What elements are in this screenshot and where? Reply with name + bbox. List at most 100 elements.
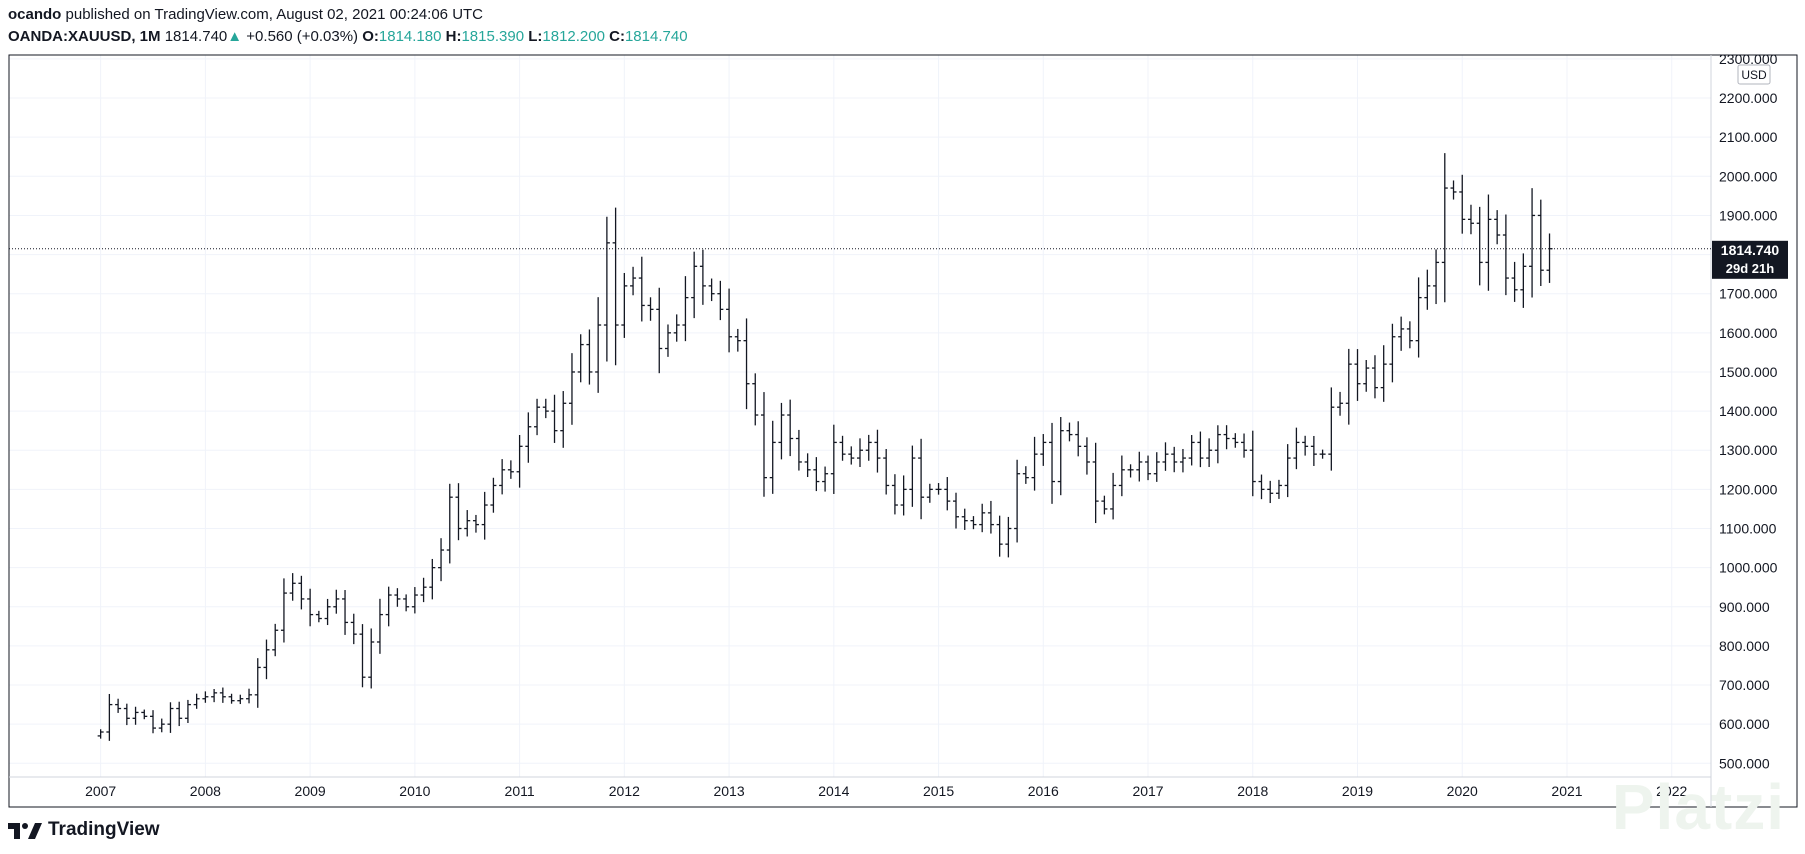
- ohlc-bar: [499, 459, 506, 495]
- ohlc-bar: [1267, 480, 1274, 504]
- ohlc-bar: [455, 483, 462, 541]
- ohlc-bar: [822, 466, 829, 492]
- ohlc-bar: [1031, 436, 1038, 491]
- ohlc-bar: [97, 729, 104, 739]
- ohlc-bar: [420, 577, 427, 603]
- symbol-label: OANDA:XAUUSD, 1M: [8, 28, 161, 45]
- ohlc-bars: [97, 153, 1553, 741]
- ohlc-bar: [883, 449, 890, 495]
- ohlc-bar: [1049, 422, 1056, 504]
- ohlc-bar: [1520, 253, 1527, 308]
- time-axis[interactable]: 2007 2008 2009 2010 2011 2012 2013 2014 2015 2016…: [85, 783, 1687, 799]
- ohlc-bar: [1258, 474, 1265, 500]
- ohlc-bar: [857, 438, 863, 467]
- ohlc-bar: [1424, 269, 1431, 310]
- ohlc-bar: [123, 703, 130, 726]
- ohlc-bar: [307, 588, 314, 627]
- low-value: 1812.200: [542, 28, 605, 45]
- ohlc-bar: [1450, 180, 1457, 200]
- x-tick-label: 2012: [609, 783, 640, 799]
- ohlc-bar: [1502, 214, 1509, 296]
- x-tick-label: 2014: [818, 783, 849, 799]
- ohlc-bar: [438, 538, 445, 582]
- ohlc-bar: [359, 624, 366, 688]
- ohlc-bar: [1485, 194, 1492, 291]
- y-tick-label: 800.000: [1719, 638, 1770, 654]
- ohlc-bar: [717, 280, 724, 321]
- ohlc-bar: [577, 334, 584, 383]
- ohlc-bar: [595, 297, 602, 393]
- x-tick-label: 2010: [399, 783, 430, 799]
- ohlc-bar: [970, 516, 977, 530]
- ohlc-bar: [1241, 433, 1248, 458]
- ohlc-bar: [769, 420, 776, 494]
- ohlc-bar: [760, 392, 767, 497]
- last-price-tag: 1814.740 29d 21h: [1712, 240, 1788, 279]
- y-tick-label: 700.000: [1719, 677, 1770, 693]
- tradingview-logo-icon: [8, 823, 42, 839]
- y-tick-label: 500.000: [1719, 755, 1770, 771]
- x-tick-label: 2015: [923, 783, 954, 799]
- ohlc-bar: [891, 474, 898, 515]
- ohlc-bar: [1145, 455, 1152, 481]
- ohlc-bar: [1127, 464, 1134, 478]
- ohlc-bar: [324, 598, 331, 626]
- ohlc-bar: [1110, 472, 1117, 520]
- ohlc-bar: [874, 429, 881, 473]
- ohlc-bar: [1249, 430, 1256, 497]
- ohlc-bar: [158, 718, 165, 733]
- change-text: +0.560 (+0.03%): [246, 28, 359, 45]
- y-tick-label: 1600.000: [1719, 325, 1778, 341]
- ohlc-bar: [1529, 188, 1536, 298]
- ohlc-bar: [1092, 442, 1099, 524]
- tradingview-logo[interactable]: TradingView: [8, 819, 160, 841]
- ohlc-bar: [1293, 427, 1300, 470]
- ohlc-bar: [298, 575, 305, 610]
- ohlc-bar: [621, 272, 628, 338]
- ohlc-bar: [394, 588, 401, 607]
- ohlc-bar: [1354, 349, 1361, 401]
- ohlc-bar: [1232, 433, 1239, 448]
- price-axis[interactable]: 500.000 600.000 700.000 800.000 900.000 1000.…: [1719, 51, 1778, 771]
- ohlc-bar: [289, 573, 296, 601]
- ohlc-bar: [1066, 422, 1073, 442]
- x-tick-label: 2017: [1132, 783, 1163, 799]
- author-name: ocando: [8, 6, 62, 23]
- ohlc-bar: [1406, 321, 1413, 349]
- ohlc-bar: [1494, 210, 1501, 245]
- ohlc-bar: [1206, 438, 1213, 467]
- ohlc-bar: [1005, 516, 1012, 558]
- ohlc-bar: [446, 483, 453, 564]
- ohlc-bar: [682, 276, 689, 342]
- ohlc-bar: [1188, 435, 1195, 466]
- high-value: 1815.390: [461, 28, 525, 45]
- ohlc-bar: [638, 256, 645, 322]
- x-tick-label: 2009: [295, 783, 326, 799]
- y-tick-label: 2300.000: [1719, 51, 1778, 67]
- ohlc-bar: [542, 398, 549, 419]
- ohlc-bar: [979, 503, 986, 533]
- ohlc-bar: [350, 613, 357, 645]
- ohlc-bar: [272, 623, 279, 657]
- ohlc-bar: [1275, 479, 1282, 499]
- publish-text: published on TradingView.com, August 02,…: [65, 6, 484, 23]
- close-label: C:: [609, 28, 625, 45]
- ohlc-bar: [1310, 435, 1317, 466]
- ohlc-bar: [926, 483, 933, 503]
- ohlc-bar: [1537, 199, 1544, 287]
- ohlc-bar: [184, 699, 191, 723]
- ohlc-bar: [813, 457, 820, 492]
- ohlc-bar: [865, 434, 872, 461]
- ohlc-bar: [839, 435, 846, 461]
- ohlc-bar: [219, 687, 226, 703]
- x-tick-label: 2022: [1656, 783, 1687, 799]
- ohlc-bar: [385, 586, 392, 627]
- last-price-text: 1814.740: [164, 28, 228, 45]
- close-value: 1814.740: [624, 28, 688, 45]
- ohlc-bar: [263, 639, 270, 680]
- ohlc-bar: [1040, 434, 1047, 466]
- ohlc-bar: [1136, 451, 1143, 482]
- ohlc-bar: [664, 324, 671, 357]
- x-tick-label: 2018: [1237, 783, 1268, 799]
